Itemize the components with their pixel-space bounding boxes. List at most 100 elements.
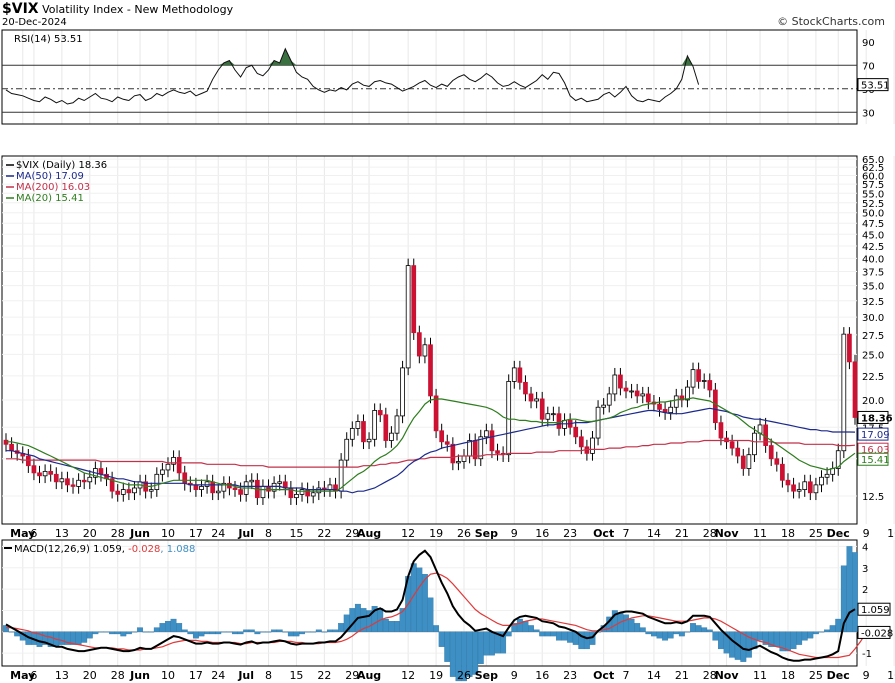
- candle-body: [528, 393, 534, 402]
- macd-histogram-bar: [293, 631, 300, 637]
- price-legend-label: $VIX (Daily) 18.36: [16, 160, 107, 171]
- candle: [835, 443, 841, 476]
- candle-body: [210, 481, 216, 494]
- macd-histogram-bar: [628, 618, 635, 632]
- candle: [802, 474, 808, 497]
- candle-body: [310, 492, 316, 497]
- macd-histogram-bar: [695, 625, 702, 632]
- candle: [534, 391, 539, 409]
- candle: [361, 414, 366, 450]
- x-tick-label: 16: [535, 669, 549, 682]
- price-frame: [1, 155, 858, 525]
- candle-body: [456, 461, 461, 464]
- x-tick-label: 9: [863, 527, 870, 540]
- price-tick-label: 22.5: [862, 372, 884, 383]
- macd-tick-label: 3: [862, 564, 868, 575]
- candle-body: [835, 450, 841, 469]
- macd-histogram-bar: [539, 631, 546, 637]
- macd-histogram-bar: [103, 631, 110, 633]
- candle-body: [813, 484, 819, 494]
- price-tick-label: 52.5: [862, 199, 884, 210]
- macd-legend-label: MACD(12,26,9) 1.059, -0.028, 1.088: [14, 544, 195, 555]
- price-tick-label: 55.0: [862, 189, 884, 200]
- macd-value-box: [857, 602, 891, 616]
- macd-histogram-bar: [634, 623, 641, 632]
- x-tick-label: 23: [563, 527, 577, 540]
- rsi-legend: RSI(14) 53.51: [14, 34, 83, 45]
- candle: [271, 476, 277, 499]
- candle: [791, 477, 796, 499]
- candle-body: [668, 406, 674, 414]
- candle-body: [70, 484, 76, 487]
- candle-body: [601, 404, 607, 408]
- candle: [154, 467, 160, 497]
- candle-body: [780, 463, 785, 481]
- candle: [372, 403, 377, 447]
- candle-body: [81, 479, 87, 483]
- candle: [221, 476, 227, 499]
- candle-body: [623, 387, 629, 392]
- candle-body: [735, 447, 741, 457]
- candle: [132, 480, 137, 501]
- candle: [199, 479, 204, 497]
- macd-histogram-bar: [226, 631, 233, 633]
- candle: [109, 471, 115, 499]
- candle: [310, 485, 316, 504]
- candle-body: [606, 393, 612, 406]
- candle-body: [361, 421, 366, 443]
- candle: [752, 426, 757, 462]
- x-tick-label: 25: [809, 527, 823, 540]
- macd-histogram-bar: [131, 631, 138, 633]
- candle-body: [679, 395, 685, 401]
- macd-histogram-bar: [109, 631, 116, 635]
- candle-body: [327, 484, 333, 490]
- price-value-label: 18.36: [861, 413, 893, 424]
- candle-body: [87, 476, 93, 483]
- macd-histogram-bar: [729, 631, 736, 658]
- x-tick-label: 21: [675, 527, 689, 540]
- x-tick-label: Oct: [593, 527, 614, 540]
- candle: [601, 398, 607, 415]
- candle-body: [154, 473, 160, 490]
- candle: [511, 360, 517, 389]
- macd-histogram-bar: [488, 631, 495, 656]
- candle-body: [249, 479, 255, 483]
- candle: [472, 433, 478, 467]
- x-tick-label: 10: [161, 669, 175, 682]
- candle-body: [774, 458, 780, 465]
- macd-histogram-bar: [338, 623, 345, 632]
- x-tick-label: 22: [317, 669, 331, 682]
- candle: [9, 437, 14, 459]
- x-tick-label: 18: [781, 527, 795, 540]
- macd-histogram-bar: [382, 618, 389, 632]
- x-tick-label: 19: [429, 527, 443, 540]
- candle: [260, 479, 266, 505]
- candle: [400, 360, 405, 424]
- price-legend-item: MA(50) 17.09: [6, 171, 84, 182]
- macd-tick-label: 2: [862, 585, 868, 596]
- candle-body: [495, 450, 500, 454]
- candle-body: [355, 421, 361, 429]
- candle-body: [523, 381, 528, 395]
- x-tick-label: 6: [30, 527, 37, 540]
- candle-body: [260, 486, 266, 499]
- candle: [685, 380, 690, 408]
- macd-histogram-bar: [656, 631, 663, 639]
- price-tick-label: 57.5: [862, 180, 884, 191]
- candle-body: [405, 265, 411, 369]
- candle-body: [294, 493, 299, 499]
- x-tick-label: Sep: [475, 527, 498, 540]
- macd-histogram-bar: [701, 627, 708, 632]
- candle: [612, 367, 618, 402]
- x-tick-label: 9: [511, 527, 518, 540]
- macd-legend-part: , 1.088: [160, 544, 195, 555]
- x-tick-label: 10: [161, 527, 175, 540]
- candle: [679, 388, 685, 408]
- macd-histogram-bar: [153, 627, 160, 632]
- candle-body: [634, 390, 640, 397]
- macd-histogram-bar: [427, 597, 434, 632]
- x-tick-label: 28: [111, 669, 125, 682]
- brand-watermark[interactable]: © StockCharts.com: [777, 15, 885, 28]
- candle: [813, 477, 819, 501]
